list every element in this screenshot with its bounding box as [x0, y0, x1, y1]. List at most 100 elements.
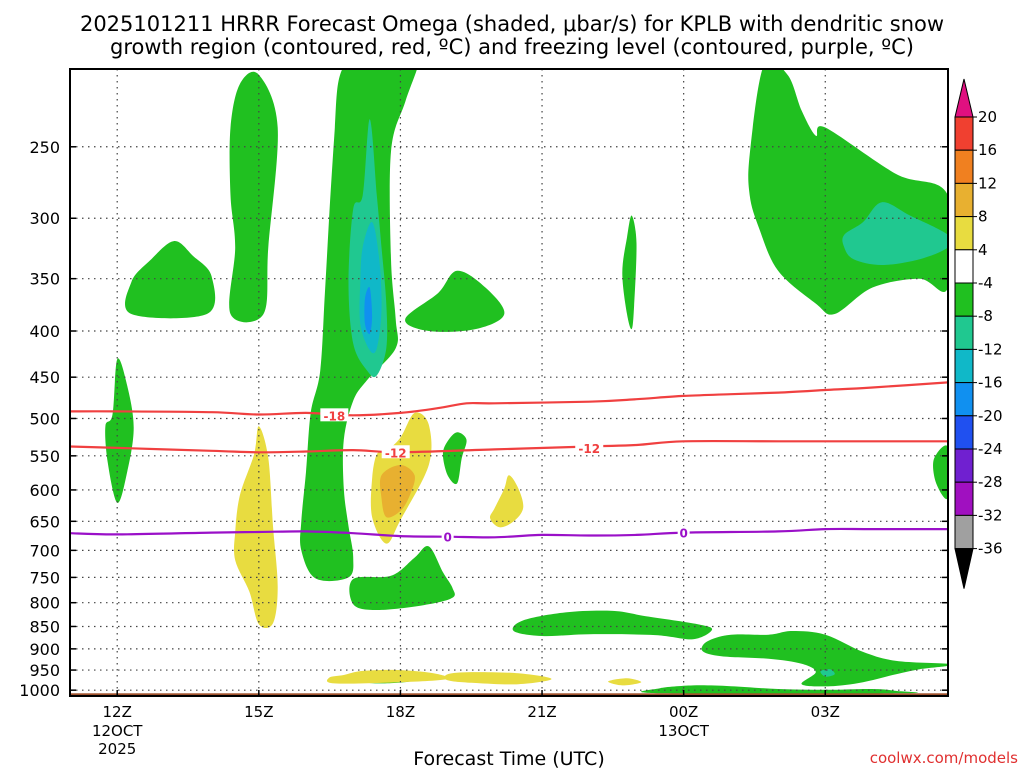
omega-region-7 — [442, 432, 467, 485]
colorbar-band--28-to--24 — [954, 448, 974, 483]
omega-region-19 — [303, 524, 311, 542]
colorbar-band--12-to--8 — [954, 315, 974, 350]
y-tick-label-600: 600 — [29, 481, 60, 500]
x-tick-label-12Z: 12Z — [103, 703, 132, 721]
omega-region-26 — [379, 465, 415, 518]
x-tick-label-03Z: 03Z — [811, 703, 840, 721]
colorbar-band--32-to--28 — [954, 481, 974, 516]
minus-12C-isotherm-label: -12 — [385, 446, 407, 460]
colorbar-label--36: -36 — [978, 540, 1003, 558]
minus-12C-label-right-label: -12 — [578, 442, 600, 456]
omega-region-13 — [933, 445, 948, 500]
plot-area — [70, 69, 948, 696]
colorbar-band--20-to--16 — [954, 382, 974, 417]
plot-frame — [69, 68, 949, 697]
minus-18C-isotherm-label-bg — [320, 408, 349, 422]
colorbar-band-16-to-20 — [954, 116, 974, 151]
colorbar-label-16: 16 — [978, 141, 997, 159]
y-tick-label-300: 300 — [29, 209, 60, 228]
colorbar-label--32: -32 — [978, 506, 1003, 524]
omega-region-0 — [105, 358, 134, 503]
y-tick-label-250: 250 — [29, 138, 60, 157]
colorbar-band--8-to--4 — [954, 282, 974, 317]
colorbar-band--16-to--12 — [954, 348, 974, 384]
omega-region-16 — [820, 669, 835, 677]
omega-region-9 — [622, 215, 637, 330]
colorbar-band-8-to-12 — [954, 182, 974, 218]
colorbar-label--28: -28 — [978, 473, 1003, 491]
colorbar-label-4: 4 — [978, 241, 988, 259]
colorbar-label--16: -16 — [978, 374, 1003, 392]
omega-region-20 — [233, 426, 278, 629]
y-tick-label-700: 700 — [29, 541, 60, 560]
omega-region-11 — [701, 631, 948, 687]
x-tick-date-12Z: 12OCT — [92, 722, 143, 740]
x-tick-label-21Z: 21Z — [527, 703, 556, 721]
colorbar-label--4: -4 — [978, 274, 993, 292]
colorbar-band--4-to-4 — [954, 249, 974, 284]
y-tick-label-650: 650 — [29, 512, 60, 531]
colorbar-band-12-to-16 — [954, 149, 974, 184]
y-tick-label-500: 500 — [29, 409, 60, 428]
omega-region-18 — [364, 286, 373, 335]
chart-title-line1: 2025101211 HRRR Forecast Omega (shaded, … — [80, 12, 944, 36]
pressure-axis: 250 300 350 400 450 500 550 600 650 700 750 800 850 9… — [19, 138, 948, 700]
minus-12C-isotherm-label-bg — [381, 445, 410, 459]
colorbar-band--24-to--20 — [954, 415, 974, 450]
minus-12C-isotherm-line — [70, 439, 948, 454]
colorbar-label-8: 8 — [978, 208, 988, 226]
omega-region-8 — [512, 610, 713, 640]
omega-region-4 — [349, 545, 455, 611]
freezing-level-label-right-label: 0 — [679, 527, 687, 541]
temperature-contours: -18 -12 -12 0 0 — [70, 381, 948, 545]
y-tick-label-450: 450 — [29, 368, 60, 387]
colorbar-band--36-to--32 — [954, 514, 974, 550]
colorbar-over-triangle — [954, 78, 974, 118]
y-tick-label-400: 400 — [29, 322, 60, 341]
omega-region-25 — [608, 678, 642, 686]
y-tick-label-900: 900 — [29, 640, 60, 659]
chart-title-line2: growth region (contoured, red, ºC) and f… — [110, 35, 914, 59]
omega-region-22 — [489, 475, 524, 528]
grid-lines — [70, 69, 948, 696]
x-tick-date-00Z: 13OCT — [658, 722, 709, 740]
omega-region-23 — [326, 669, 450, 684]
minus-12C-label-right-label-bg — [575, 440, 604, 454]
colorbar-label-12: 12 — [978, 174, 997, 192]
x-tick-year-12Z: 2025 — [98, 740, 136, 758]
y-tick-label-850: 850 — [29, 617, 60, 636]
x-tick-label-18Z: 18Z — [386, 703, 415, 721]
terrain-band — [70, 693, 948, 696]
freezing-level-line — [70, 527, 948, 539]
x-tick-label-15Z: 15Z — [244, 703, 273, 721]
freezing-level-label-bg — [441, 529, 454, 543]
x-axis-label: Forecast Time (UTC) — [413, 748, 604, 768]
colorbar-label--24: -24 — [978, 440, 1003, 458]
y-tick-label-750: 750 — [29, 568, 60, 587]
y-tick-label-950: 950 — [29, 661, 60, 680]
colorbar-label-20: 20 — [978, 108, 997, 126]
colorbar-label--20: -20 — [978, 407, 1003, 425]
omega-region-1 — [125, 241, 216, 319]
colorbar-band-4-to-8 — [954, 216, 974, 251]
omega-colorbar: 20 16 12 8 4 -4 -8 -12 -16 -20 -24 -28 -32 -36 — [954, 78, 1003, 589]
omega-region-12 — [748, 69, 948, 315]
minus-18C-isotherm-label: -18 — [324, 409, 346, 423]
colorbar-label--12: -12 — [978, 340, 1003, 358]
minus-18C-isotherm-line — [70, 381, 948, 417]
omega-region-2 — [229, 71, 278, 323]
omega-region-6 — [405, 270, 505, 332]
colorbar-label--8: -8 — [978, 307, 993, 325]
freezing-level-label: 0 — [443, 531, 451, 545]
credit-link[interactable]: coolwx.com/models — [870, 749, 1018, 767]
y-tick-label-1000: 1000 — [19, 681, 60, 700]
freezing-level-label-right-label-bg — [677, 525, 690, 539]
colorbar-under-triangle — [954, 548, 974, 589]
x-tick-label-00Z: 00Z — [669, 703, 698, 721]
y-tick-label-550: 550 — [29, 447, 60, 466]
omega-region-10 — [640, 685, 919, 694]
y-tick-label-800: 800 — [29, 594, 60, 613]
omega-region-24 — [444, 672, 552, 685]
